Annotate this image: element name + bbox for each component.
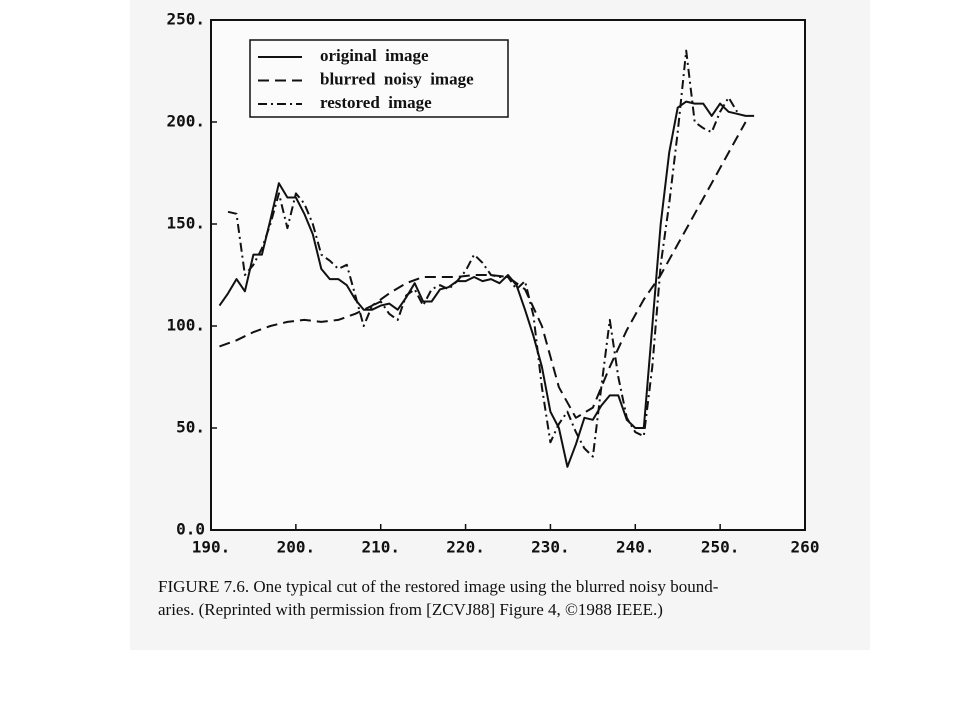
caption-line: aries. (Reprinted with permission from [… bbox=[158, 600, 663, 619]
y-tick-label: 200. bbox=[166, 112, 205, 131]
legend-label: original image bbox=[320, 46, 429, 65]
x-tick-label: 240. bbox=[616, 538, 655, 557]
series-line bbox=[227, 49, 738, 458]
x-tick-label: 210. bbox=[361, 538, 400, 557]
legend-label: restored image bbox=[320, 93, 432, 112]
x-tick-label: 220. bbox=[446, 538, 485, 557]
y-tick-label: 250. bbox=[166, 10, 205, 29]
x-tick-label: 230. bbox=[531, 538, 570, 557]
series-line bbox=[218, 100, 755, 468]
y-tick-label: 150. bbox=[166, 214, 205, 233]
legend-box bbox=[249, 39, 509, 118]
y-tick-label: 0.0 bbox=[176, 520, 205, 539]
x-tick-label: 260 bbox=[791, 538, 820, 557]
series-line bbox=[219, 121, 747, 419]
y-tick-label: 50. bbox=[176, 418, 205, 437]
caption-line: FIGURE 7.6. One typical cut of the resto… bbox=[158, 577, 719, 596]
x-tick-label: 190. bbox=[192, 538, 231, 557]
legend-label: blurred noisy image bbox=[320, 69, 474, 88]
x-tick-label: 200. bbox=[277, 538, 316, 557]
y-tick-label: 100. bbox=[166, 316, 205, 335]
x-tick-label: 250. bbox=[701, 538, 740, 557]
